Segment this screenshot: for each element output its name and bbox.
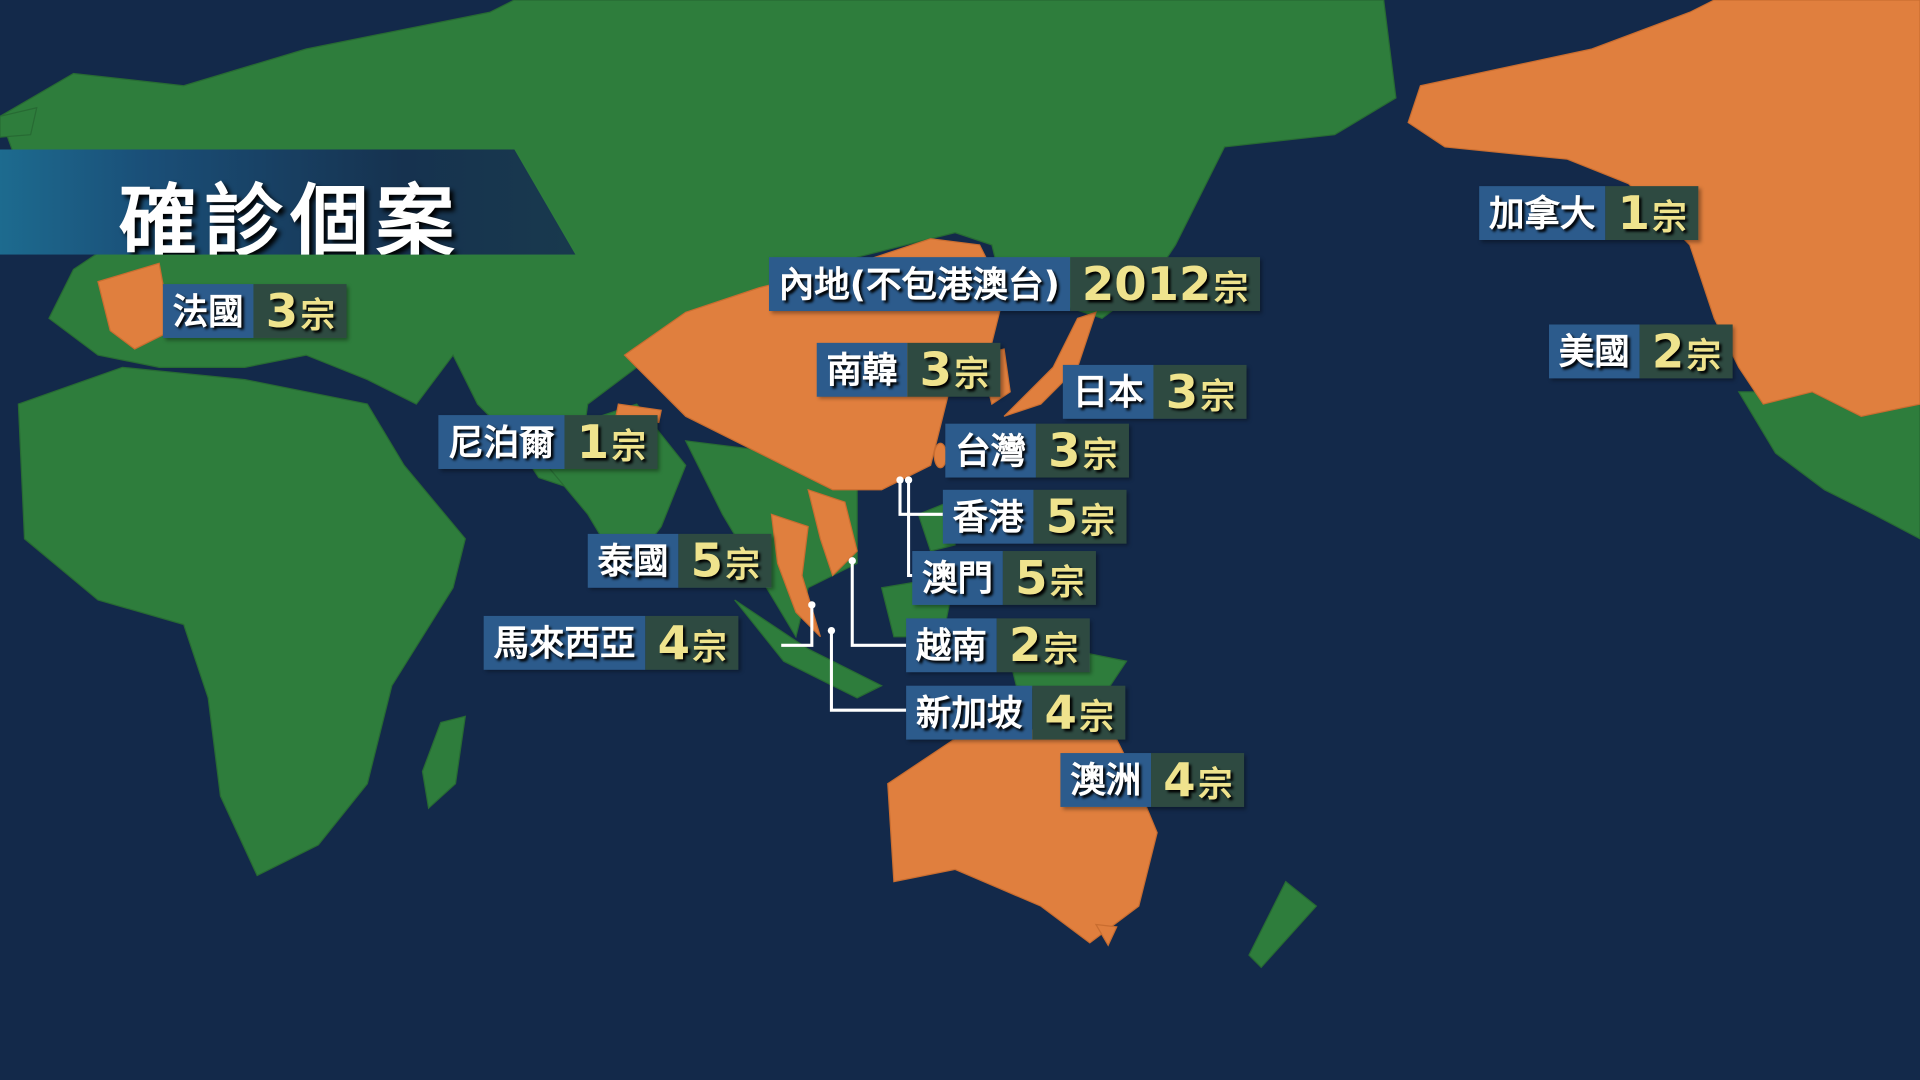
region-name: 馬來西亞	[483, 615, 646, 670]
thailand-malaysia-land	[770, 513, 821, 638]
case-count: 2012宗	[1069, 257, 1261, 312]
region-name: 內地(不包港澳台)	[768, 257, 1070, 312]
case-count-unit: 宗	[1652, 197, 1687, 238]
case-label-hong-kong: 香港 5宗	[942, 489, 1128, 544]
case-count-number: 4	[1163, 753, 1196, 807]
case-count-number: 3	[1048, 423, 1081, 478]
region-name: 南韓	[816, 342, 908, 397]
case-count-number: 1	[1617, 186, 1650, 241]
region-name: 新加坡	[906, 685, 1033, 740]
case-count-number: 3	[265, 284, 299, 338]
case-count-unit: 宗	[1200, 375, 1235, 417]
region-name: 加拿大	[1479, 186, 1606, 241]
singapore-marker	[827, 626, 836, 635]
case-label-south-korea: 南韓 3宗	[816, 342, 1002, 397]
case-count: 5宗	[1033, 489, 1128, 544]
malaysia-leader-line	[781, 604, 814, 647]
case-label-thailand: 泰國 5宗	[587, 533, 773, 588]
region-name: 美國	[1548, 324, 1640, 379]
case-label-vietnam: 越南 2宗	[906, 618, 1091, 673]
case-count-unit: 宗	[300, 295, 335, 336]
case-count-unit: 宗	[1198, 764, 1233, 805]
case-count-unit: 宗	[1083, 434, 1118, 476]
malaysia-marker	[808, 601, 816, 609]
case-label-usa: 美國 2宗	[1548, 324, 1734, 379]
region-name: 日本	[1062, 364, 1154, 419]
france-land	[97, 262, 173, 350]
case-count-number: 1	[576, 415, 610, 469]
case-count-unit: 宗	[1080, 500, 1115, 542]
region-name: 台灣	[945, 423, 1036, 478]
new-zealand-land	[1248, 880, 1318, 969]
macau-marker	[904, 476, 913, 484]
case-label-france: 法國 3宗	[162, 284, 348, 338]
region-name: 泰國	[587, 533, 679, 588]
vietnam-leader-line	[850, 560, 907, 647]
case-count: 1宗	[1605, 186, 1699, 241]
case-count: 4宗	[645, 615, 739, 670]
case-count-unit: 宗	[954, 353, 989, 395]
singapore-leader-line	[829, 630, 907, 712]
case-count-unit: 宗	[1686, 335, 1722, 376]
iceland-land	[0, 106, 38, 138]
case-label-mainland: 內地(不包港澳台) 2012宗	[768, 257, 1261, 312]
case-count-number: 4	[1044, 685, 1077, 740]
case-count: 3宗	[253, 284, 348, 338]
region-name: 尼泊爾	[438, 415, 565, 469]
case-count-unit: 宗	[611, 426, 646, 467]
macau-leader-line	[907, 480, 913, 578]
case-count-number: 2012	[1081, 257, 1212, 312]
case-count-unit: 宗	[1079, 696, 1114, 738]
case-count: 4宗	[1151, 753, 1245, 807]
case-count-number: 3	[919, 342, 953, 397]
case-count-unit: 宗	[692, 626, 727, 668]
case-count: 1宗	[564, 415, 659, 469]
case-count-number: 3	[1165, 364, 1199, 419]
africa-land	[17, 366, 466, 877]
case-label-taiwan: 台灣 3宗	[945, 423, 1130, 478]
case-count: 5宗	[678, 533, 773, 588]
case-label-japan: 日本 3宗	[1062, 364, 1248, 419]
case-label-australia: 澳洲 4宗	[1060, 753, 1245, 807]
case-label-canada: 加拿大 1宗	[1479, 186, 1699, 241]
page-title: 確診個案	[118, 177, 462, 269]
case-count: 3宗	[907, 342, 1002, 397]
case-count: 5宗	[1002, 551, 1097, 605]
case-count-number: 2	[1651, 324, 1685, 379]
case-count-unit: 宗	[725, 544, 760, 586]
case-count-unit: 宗	[1043, 629, 1079, 670]
tasmania-land	[1094, 923, 1118, 947]
case-label-singapore: 新加坡 4宗	[906, 685, 1126, 740]
vietnam-marker	[848, 557, 856, 565]
region-name: 澳洲	[1060, 753, 1152, 807]
case-label-macau: 澳門 5宗	[912, 551, 1097, 605]
case-count-number: 5	[1015, 551, 1048, 605]
case-count-number: 5	[1045, 489, 1079, 544]
case-count: 2宗	[1639, 324, 1734, 379]
case-count: 2宗	[996, 618, 1091, 673]
case-label-malaysia: 馬來西亞 4宗	[483, 615, 739, 670]
case-label-nepal: 尼泊爾 1宗	[438, 415, 659, 469]
region-name: 越南	[906, 618, 997, 673]
case-count-unit: 宗	[1213, 268, 1249, 309]
region-name: 法國	[162, 284, 254, 338]
case-count-unit: 宗	[1049, 562, 1085, 603]
title-banner: 確診個案	[0, 149, 576, 255]
hong-kong-leader-line	[898, 480, 943, 516]
case-count: 3宗	[1035, 423, 1130, 478]
case-count: 4宗	[1032, 685, 1126, 740]
madagascar-land	[421, 715, 467, 810]
case-count-number: 2	[1008, 618, 1042, 673]
case-count: 3宗	[1153, 364, 1248, 419]
hong-kong-marker	[896, 476, 904, 484]
region-name: 澳門	[912, 551, 1003, 605]
japan-land	[1003, 311, 1097, 417]
region-name: 香港	[942, 489, 1034, 544]
case-count-number: 4	[657, 615, 690, 670]
vietnam-land	[807, 488, 858, 577]
case-count-number: 5	[690, 533, 724, 588]
